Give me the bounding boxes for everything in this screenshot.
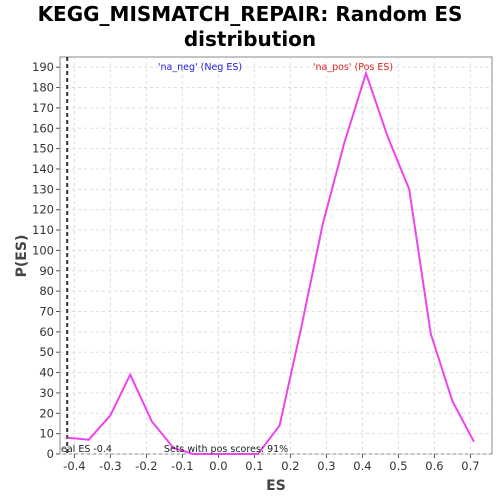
chart-title-line-1: KEGG_MISMATCH_REPAIR: Random ES — [37, 2, 463, 26]
y-tick-label: 0 — [47, 447, 54, 461]
chart-title-line-2: distribution — [183, 27, 317, 51]
x-axis-ticks: -0.4 -0.3 -0.2 -0.1 0.0 0.1 0.2 0.3 0.4 0.5 0.6 0.7 — [63, 454, 480, 473]
series-line — [67, 70, 475, 455]
y-tick-label: 180 — [32, 81, 54, 95]
x-tick-label: 0.6 — [425, 459, 443, 473]
y-tick-label: 150 — [32, 142, 54, 156]
plot-area — [59, 56, 493, 455]
y-tick-label: 160 — [32, 121, 54, 135]
x-tick-label: -0.3 — [99, 459, 121, 473]
y-tick-label: 70 — [39, 304, 54, 318]
y-tick-label: 20 — [39, 406, 54, 420]
y-tick-label: 60 — [39, 325, 54, 339]
x-tick-label: 0.0 — [209, 459, 227, 473]
y-tick-label: 100 — [32, 243, 54, 257]
x-tick-label: -0.4 — [63, 459, 85, 473]
y-tick-label: 30 — [39, 386, 54, 400]
x-tick-label: 0.4 — [353, 459, 371, 473]
x-axis-title: ES — [266, 478, 286, 494]
y-tick-label: 40 — [39, 366, 54, 380]
y-tick-label: 130 — [32, 182, 54, 196]
x-tick-label: -0.1 — [171, 459, 193, 473]
real-es-label: eal ES -0.4 — [61, 444, 112, 455]
x-tick-label: -0.2 — [135, 459, 157, 473]
y-tick-label: 170 — [32, 101, 54, 115]
x-tick-label: 0.7 — [461, 459, 479, 473]
neg-es-label: 'na_neg' (Neg ES) — [158, 62, 242, 73]
y-tick-label: 190 — [32, 60, 54, 74]
x-tick-label: 0.1 — [245, 459, 263, 473]
y-tick-label: 50 — [39, 345, 54, 359]
chart-title: KEGG_MISMATCH_REPAIR: Random ES distribu… — [0, 2, 500, 52]
x-tick-label: 0.3 — [317, 459, 335, 473]
y-tick-label: 90 — [39, 264, 54, 278]
grid-lines — [60, 57, 492, 455]
y-tick-label: 10 — [39, 427, 54, 441]
y-tick-label: 140 — [32, 162, 54, 176]
y-tick-label: 120 — [32, 203, 54, 217]
x-tick-label: 0.2 — [281, 459, 299, 473]
sets-pos-scores-label: Sets with pos scores: 91% — [164, 444, 288, 455]
y-tick-label: 110 — [32, 223, 54, 237]
x-tick-label: 0.5 — [389, 459, 407, 473]
y-tick-label: 80 — [39, 284, 54, 298]
y-axis-ticks: 0 10 20 30 40 50 60 70 80 90 100 110 120 130 140 150 160… — [32, 60, 60, 461]
y-axis-title: P(ES) — [14, 235, 30, 278]
pos-es-label: 'na_pos' (Pos ES) — [313, 62, 393, 73]
